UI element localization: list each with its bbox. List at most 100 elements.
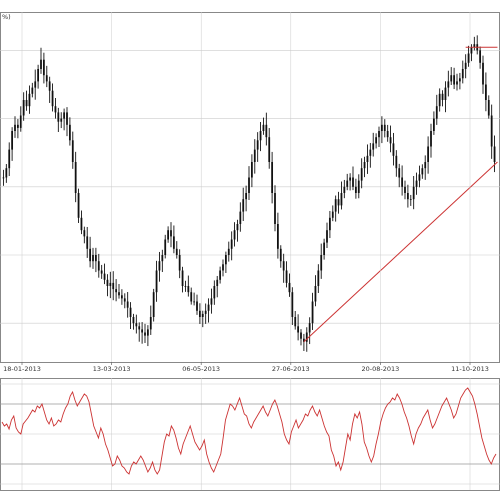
candle-body [170, 230, 172, 237]
candle-body [490, 115, 493, 147]
candle-body [378, 131, 380, 138]
candle-body [418, 174, 421, 181]
candle-body [467, 53, 470, 63]
candle-body [282, 261, 285, 271]
candle-body [401, 177, 404, 187]
candle-body [406, 193, 409, 200]
candle-body [305, 332, 308, 342]
candle-body [5, 168, 8, 178]
candle-body [164, 239, 167, 255]
candle-body [369, 149, 372, 156]
candle-body [311, 301, 314, 324]
candle-body [250, 162, 253, 178]
candle-body [86, 236, 89, 249]
candle-body [216, 279, 219, 286]
candle-body [487, 100, 490, 116]
candle-body [248, 177, 250, 193]
candle-body [11, 131, 14, 150]
candle-body [239, 211, 242, 224]
candle-body [360, 168, 363, 181]
x-axis: 18-01-2013 13-03-2013 06-05-2013 27-06-2013… [3, 362, 489, 373]
candle-body [14, 124, 16, 131]
candle-body [138, 326, 141, 330]
candle-body [204, 310, 207, 314]
candles [2, 35, 496, 352]
candle-body [57, 112, 60, 122]
candle-body [343, 186, 346, 193]
candle-body [427, 146, 430, 162]
candle-body [352, 177, 354, 187]
x-tick-label: 27-06-2013 [272, 365, 310, 373]
candle-body [129, 307, 132, 317]
candle-body [398, 168, 401, 178]
candle-body [450, 75, 453, 82]
candle-body [184, 286, 187, 287]
candle-body [479, 50, 482, 63]
candle-body [213, 286, 216, 299]
candle-body [317, 270, 320, 286]
candle-body [461, 69, 464, 79]
candle-body [106, 279, 109, 286]
candle-body [109, 282, 112, 286]
candle-body [354, 186, 357, 193]
candle-body [334, 199, 337, 212]
x-tick-label: 11-10-2013 [451, 365, 489, 373]
candle-body [92, 255, 94, 262]
candle-body [430, 131, 432, 147]
candle-body [144, 332, 146, 336]
candle-body [175, 248, 178, 255]
candle-body [464, 62, 467, 69]
candle-body [349, 177, 352, 181]
candle-body [155, 270, 158, 293]
candle-body [48, 81, 51, 91]
oscillator-panel [0, 378, 500, 491]
candle-body [112, 282, 115, 290]
candle-body [380, 124, 383, 131]
candle-body [294, 317, 297, 327]
candle-body [22, 100, 25, 116]
candle-body [288, 282, 291, 293]
candle-body [94, 255, 97, 262]
candle-body [74, 162, 77, 193]
price-panel: %) [0, 12, 500, 363]
candle-body [297, 326, 300, 333]
candle-body [285, 270, 288, 283]
candle-body [302, 338, 305, 342]
candle-body [300, 332, 302, 339]
candle-body [80, 217, 83, 231]
candle-body [68, 124, 71, 141]
candle-body [383, 124, 386, 131]
candle-body [276, 224, 279, 249]
candle-body [363, 162, 366, 169]
candle-body [268, 137, 271, 162]
candle-body [392, 143, 395, 156]
candle-body [453, 75, 456, 85]
candle-body [42, 59, 45, 76]
candle-body [37, 69, 40, 82]
candle-body [118, 292, 120, 296]
candle-body [320, 255, 323, 271]
candle-body [415, 180, 418, 187]
candle-body [245, 193, 248, 200]
title-fragment: %) [2, 13, 11, 21]
candle-body [242, 199, 245, 212]
candle-body [314, 286, 317, 302]
candle-body [2, 177, 5, 179]
candle-body [435, 106, 438, 119]
x-tick-label: 18-01-2013 [3, 365, 41, 373]
candle-body [161, 255, 164, 262]
candle-body [372, 143, 375, 150]
candle-body [441, 93, 444, 100]
candle-body [236, 224, 239, 231]
candle-body [66, 112, 68, 125]
candle-body [259, 131, 262, 141]
candle-body [224, 255, 227, 265]
x-tick-label: 20-08-2013 [362, 365, 400, 373]
candle-body [386, 131, 389, 138]
oscillator-frame [0, 378, 500, 491]
candle-body [45, 75, 48, 82]
candle-body [97, 261, 100, 271]
candle-body [308, 323, 311, 333]
candle-body [265, 124, 268, 138]
